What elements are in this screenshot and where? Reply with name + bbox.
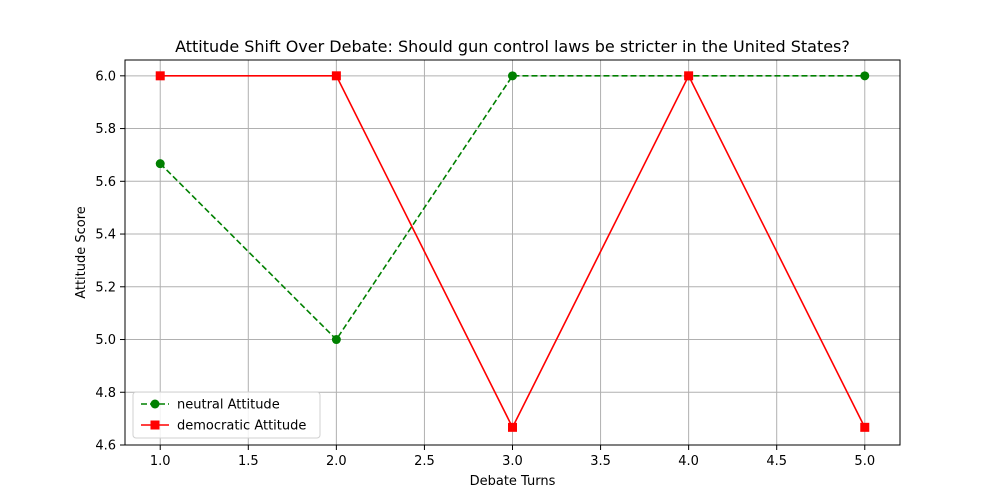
y-tick-label: 4.6 <box>95 439 116 454</box>
legend-item: neutral Attitude <box>141 398 280 413</box>
y-tick-label: 5.8 <box>95 122 116 137</box>
y-axis-ticks: 4.6 4.8 5.0 5.2 5.4 5.6 5.8 6.0 <box>95 69 125 454</box>
y-tick-label: 4.8 <box>95 386 116 401</box>
x-tick-label: 3.5 <box>590 454 611 469</box>
y-tick-label: 5.0 <box>95 333 116 348</box>
y-tick-label: 5.2 <box>95 280 116 295</box>
data-point <box>155 159 165 169</box>
y-tick-label: 6.0 <box>95 69 116 84</box>
legend-label: democratic Attitude <box>177 419 306 434</box>
x-tick-label: 2.5 <box>414 454 435 469</box>
legend: neutral Attitude democratic Attitude <box>132 391 321 439</box>
legend-marker <box>150 420 160 430</box>
data-point <box>860 71 870 81</box>
legend-item: democratic Attitude <box>141 419 306 434</box>
legend-label: neutral Attitude <box>177 398 280 413</box>
data-point <box>508 71 517 81</box>
x-tick-label: 4.0 <box>678 454 699 469</box>
data-point <box>331 71 341 81</box>
x-tick-label: 1.5 <box>238 454 259 469</box>
x-tick-label: 5.0 <box>854 454 875 469</box>
x-axis-label: Debate Turns <box>470 474 556 489</box>
data-point <box>331 335 341 345</box>
legend-marker <box>150 399 160 409</box>
data-point <box>860 422 870 432</box>
data-point <box>508 422 517 432</box>
x-tick-label: 1.0 <box>150 454 171 469</box>
legend-box <box>132 391 321 439</box>
data-point <box>684 71 694 81</box>
x-tick-label: 4.5 <box>766 454 787 469</box>
x-axis-ticks: 1.0 1.5 2.0 2.5 3.0 3.5 4.0 4.5 5.0 <box>150 445 875 469</box>
chart-title: Attitude Shift Over Debate: Should gun c… <box>175 37 850 56</box>
y-tick-label: 5.6 <box>95 175 116 190</box>
x-tick-label: 2.0 <box>326 454 347 469</box>
y-tick-label: 5.4 <box>95 228 116 243</box>
data-point <box>155 71 165 81</box>
series-line <box>159 75 865 341</box>
y-axis-label: Attitude Score <box>74 206 89 299</box>
series-layer <box>155 71 870 432</box>
series-democratic-attitude <box>155 71 870 432</box>
x-tick-label: 3.0 <box>502 454 523 469</box>
